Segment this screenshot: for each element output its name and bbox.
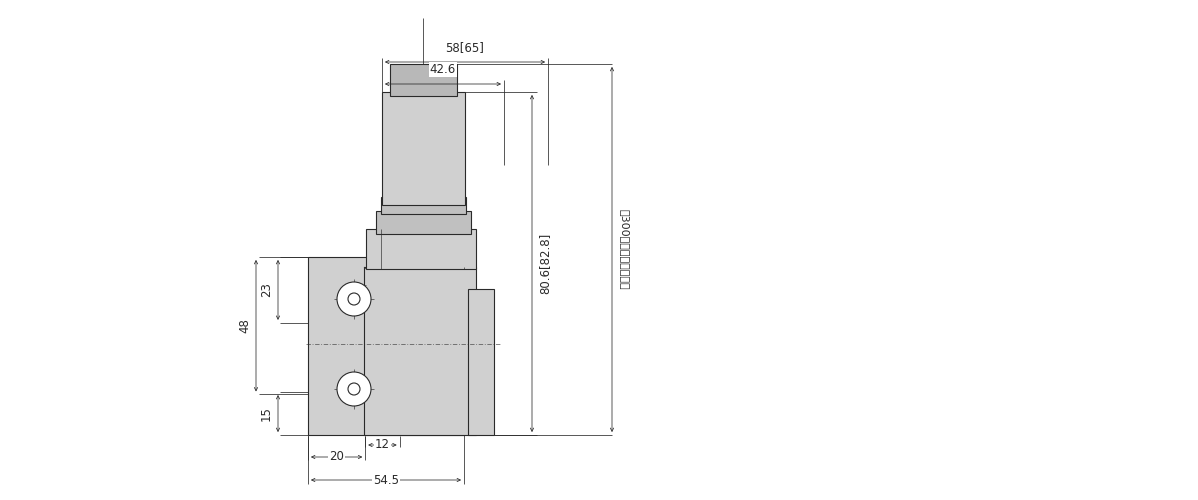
Text: 80.6[82.8]: 80.6[82.8] — [538, 233, 551, 294]
Text: 54.5: 54.5 — [373, 474, 399, 486]
Bar — [391, 64, 456, 96]
Bar — [382, 92, 465, 205]
Bar — [308, 257, 464, 435]
Bar — [381, 197, 466, 214]
Bar — [468, 289, 494, 435]
Text: 48: 48 — [238, 318, 252, 333]
Circle shape — [337, 282, 371, 316]
Text: 58[65]: 58[65] — [446, 41, 484, 54]
Text: 23: 23 — [260, 282, 273, 298]
Text: 12: 12 — [375, 438, 389, 452]
Text: 15: 15 — [260, 406, 273, 421]
Bar — [376, 211, 471, 234]
Text: 約300（リード線長さ）: 約300（リード線長さ） — [619, 209, 629, 290]
Text: 42.6: 42.6 — [430, 63, 456, 76]
Bar — [364, 267, 476, 435]
Circle shape — [347, 293, 361, 305]
Circle shape — [337, 372, 371, 406]
Circle shape — [347, 383, 361, 395]
Bar — [367, 229, 476, 269]
Text: 20: 20 — [329, 450, 344, 464]
